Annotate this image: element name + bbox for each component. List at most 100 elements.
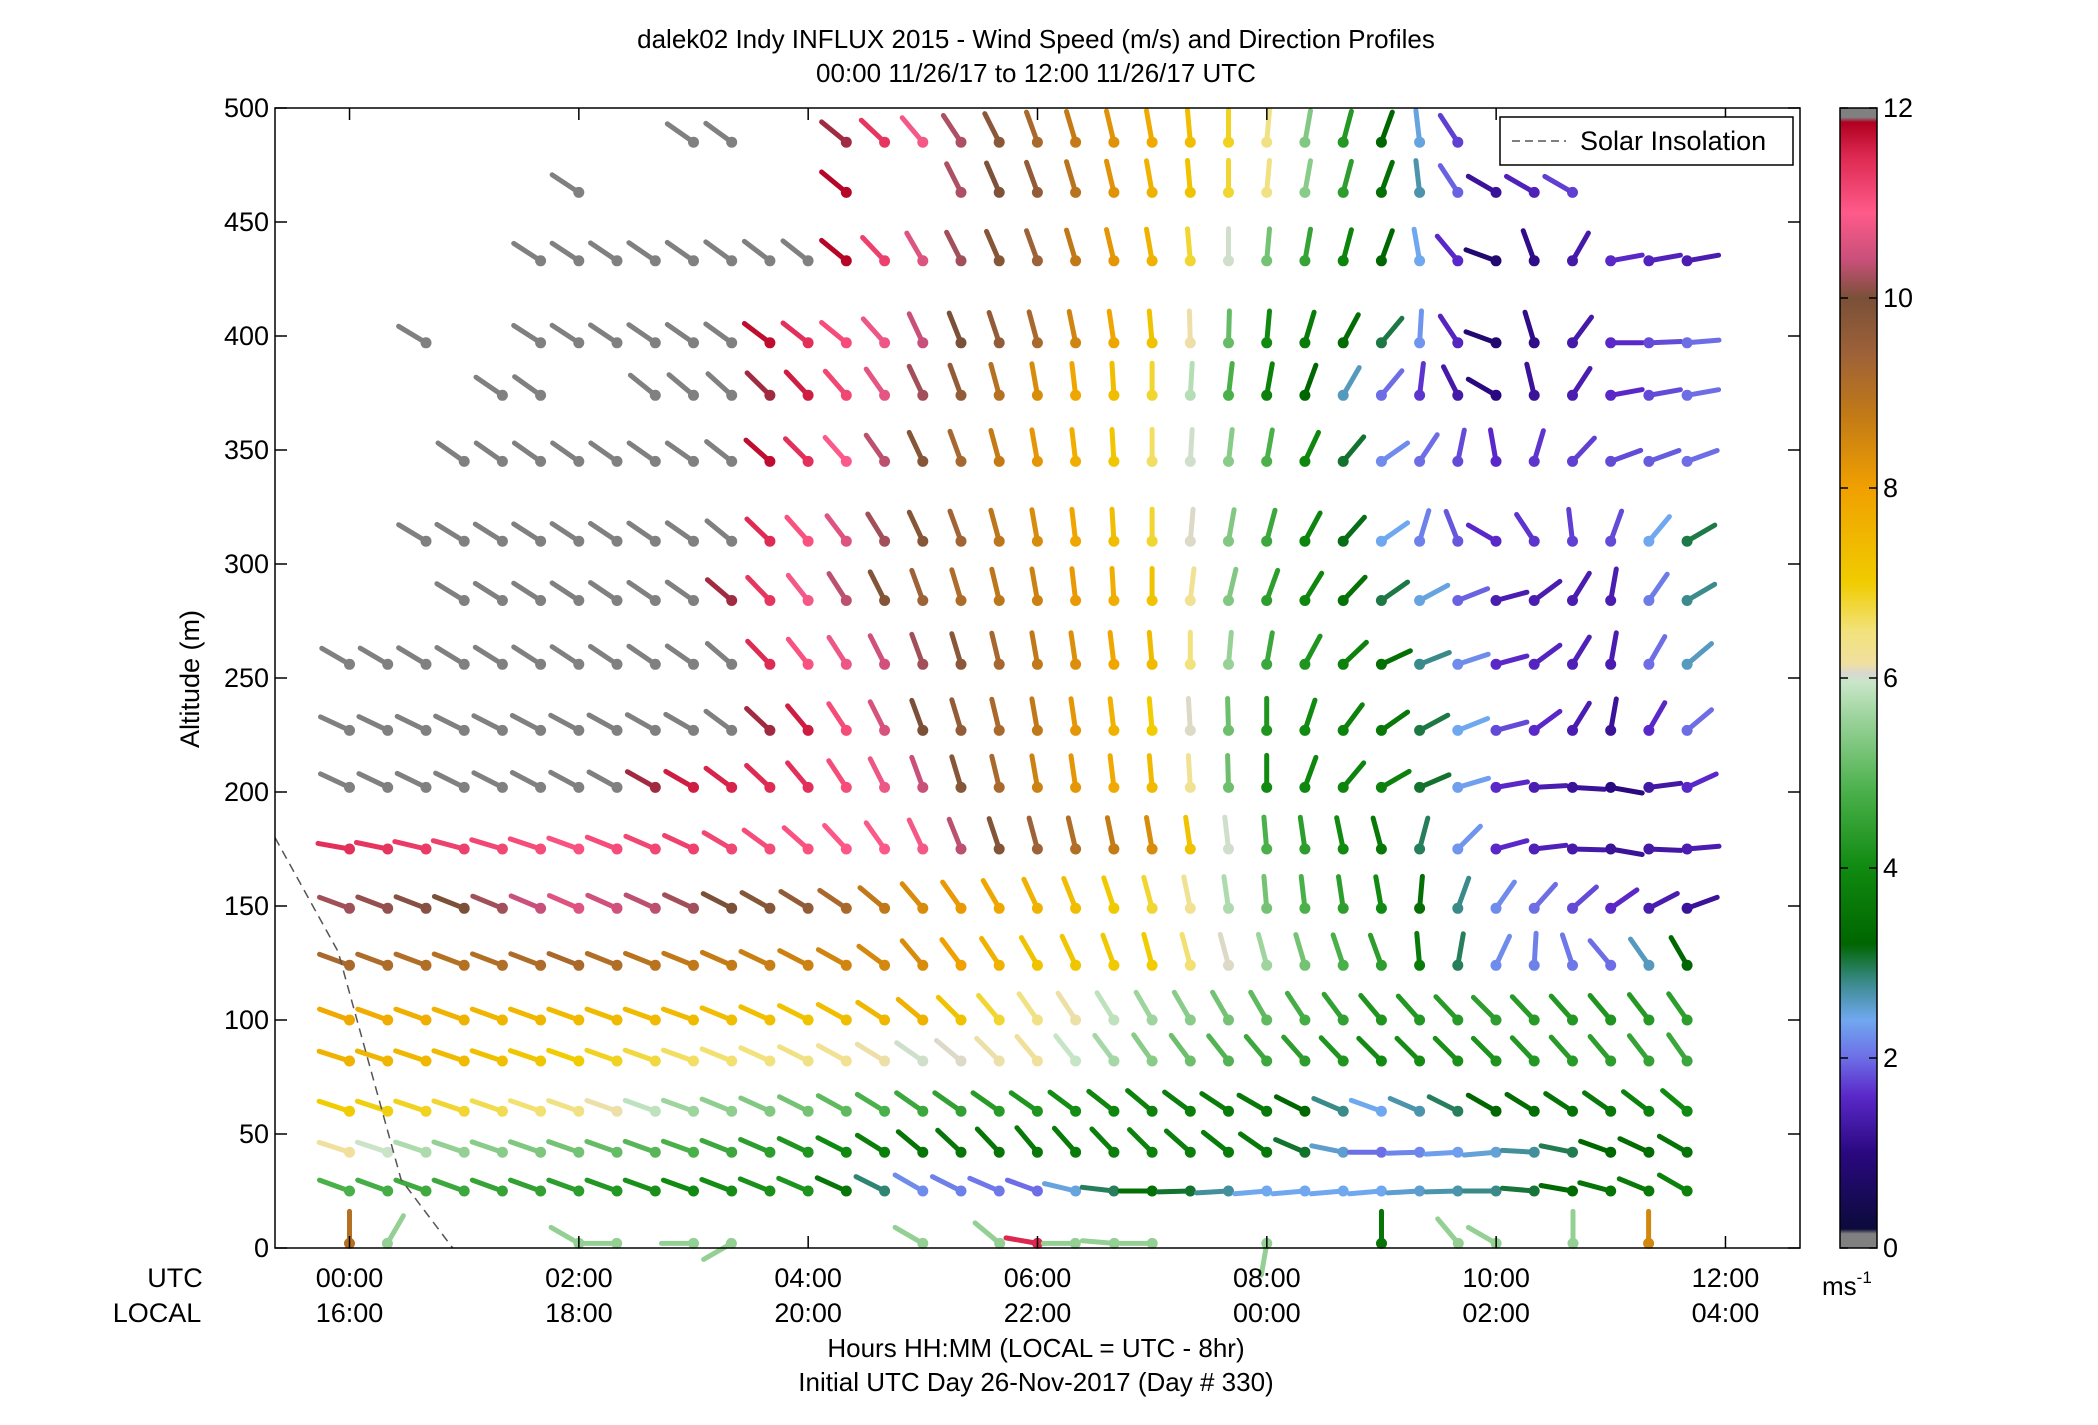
wind-barb-dot — [611, 658, 623, 670]
wind-barb — [1520, 228, 1540, 267]
wind-barb — [1587, 938, 1617, 971]
y-tick-label: 0 — [254, 1233, 269, 1263]
wind-barb — [939, 937, 967, 971]
wind-barb — [1065, 815, 1082, 855]
wind-barb-dot — [1031, 255, 1043, 267]
wind-barb — [319, 645, 355, 670]
wind-barb-dot — [420, 1185, 432, 1197]
wind-barb — [355, 951, 394, 971]
wind-barb — [660, 1047, 699, 1067]
wind-barb-dot — [1375, 724, 1387, 736]
wind-barb — [546, 835, 585, 855]
wind-barb — [1068, 753, 1082, 793]
surface-wind-barb — [1567, 1208, 1579, 1249]
wind-barb-dot — [1108, 1146, 1120, 1158]
surface-wind-barb — [582, 1237, 623, 1249]
wind-barb — [509, 770, 547, 793]
wind-barb-dot — [1490, 186, 1502, 198]
wind-barb — [1578, 1138, 1617, 1158]
wind-barb — [1144, 815, 1158, 855]
wind-barb — [1337, 760, 1367, 793]
wind-barb — [1125, 1088, 1158, 1117]
wind-barb — [1605, 252, 1645, 267]
wind-barb — [626, 322, 661, 349]
wind-barb — [867, 756, 891, 793]
wind-barb — [1375, 520, 1411, 547]
wind-barb-dot — [1567, 1185, 1578, 1197]
wind-barb — [949, 754, 967, 793]
wind-barb — [1605, 447, 1644, 467]
wind-barb-dot — [1414, 389, 1426, 401]
wind-barb — [1223, 629, 1234, 670]
wind-barb — [546, 951, 585, 971]
wind-barb-dot — [1070, 255, 1082, 267]
wind-barb — [1528, 930, 1540, 971]
wind-barb-dot — [1643, 843, 1655, 855]
wind-barb-dot — [1643, 1185, 1655, 1197]
wind-barb-dot — [1223, 255, 1234, 267]
wind-barb — [860, 316, 891, 349]
wind-barb — [909, 697, 929, 736]
wind-barb — [431, 1177, 470, 1197]
wind-barb — [815, 1135, 852, 1158]
wind-barb-dot — [879, 1014, 891, 1026]
wind-barb-dot — [917, 1014, 929, 1026]
wind-barb-dot — [1375, 337, 1387, 349]
row-label-utc: UTC — [147, 1263, 203, 1293]
wind-barb-dot — [1452, 1014, 1464, 1026]
wind-barb-dot — [917, 1146, 929, 1158]
wind-barb — [1014, 1125, 1043, 1158]
wind-barb — [1184, 427, 1196, 467]
wind-barb-dot — [1567, 255, 1578, 267]
wind-barb — [1643, 634, 1668, 670]
wind-barb — [1223, 566, 1239, 606]
wind-barb-dot — [611, 1185, 623, 1197]
wind-barb-dot — [382, 658, 394, 670]
wind-barb-dot — [764, 1185, 776, 1197]
wind-barb — [1104, 815, 1120, 855]
wind-barb — [1146, 566, 1158, 606]
wind-barb-dot — [802, 1014, 814, 1026]
wind-barb — [1223, 427, 1235, 467]
colorbar-tick-label: 8 — [1883, 473, 1898, 503]
wind-barb — [1053, 1033, 1082, 1067]
wind-barb-dot — [1414, 1146, 1426, 1158]
wind-barb-dot — [1414, 255, 1426, 267]
wind-barb-dot — [993, 1185, 1005, 1197]
wind-barb — [894, 1040, 929, 1067]
wind-barb-dot — [1184, 658, 1196, 670]
wind-barb-dot — [1414, 455, 1426, 467]
wind-barb-dot — [458, 535, 470, 547]
wind-barb-dot — [1681, 959, 1693, 971]
wind-barb-dot — [1146, 1237, 1158, 1249]
wind-barb-dot — [802, 1146, 814, 1158]
wind-barb-dot — [535, 1014, 547, 1026]
wind-barb — [1643, 514, 1672, 547]
wind-barb — [356, 771, 394, 793]
wind-barb-dot — [879, 595, 891, 606]
wind-barb-dot — [1223, 724, 1234, 736]
wind-barb — [1522, 309, 1540, 349]
wind-barb — [906, 363, 929, 401]
wind-barb — [1605, 843, 1645, 857]
wind-barb — [1605, 696, 1619, 736]
wind-barb — [738, 1045, 776, 1067]
wind-barb-dot — [458, 1014, 470, 1026]
wind-barb-dot — [1184, 1055, 1196, 1067]
wind-barb — [471, 770, 508, 793]
wind-barb — [1681, 843, 1722, 855]
wind-barb — [863, 366, 891, 401]
wind-barb-dot — [1031, 781, 1043, 793]
wind-barb — [1337, 312, 1361, 349]
wind-barb — [705, 371, 738, 401]
wind-barb-dot — [535, 1105, 547, 1117]
wind-barb-dot — [764, 658, 776, 670]
wind-barb-dot — [726, 1014, 738, 1026]
wind-barb — [1490, 719, 1530, 736]
wind-barb-dot — [458, 1185, 470, 1197]
wind-barb — [1336, 874, 1349, 914]
wind-barb — [1567, 314, 1594, 349]
wind-barb-dot — [1223, 1014, 1234, 1026]
wind-barb — [946, 816, 967, 855]
wind-barb-dot — [1146, 255, 1158, 267]
